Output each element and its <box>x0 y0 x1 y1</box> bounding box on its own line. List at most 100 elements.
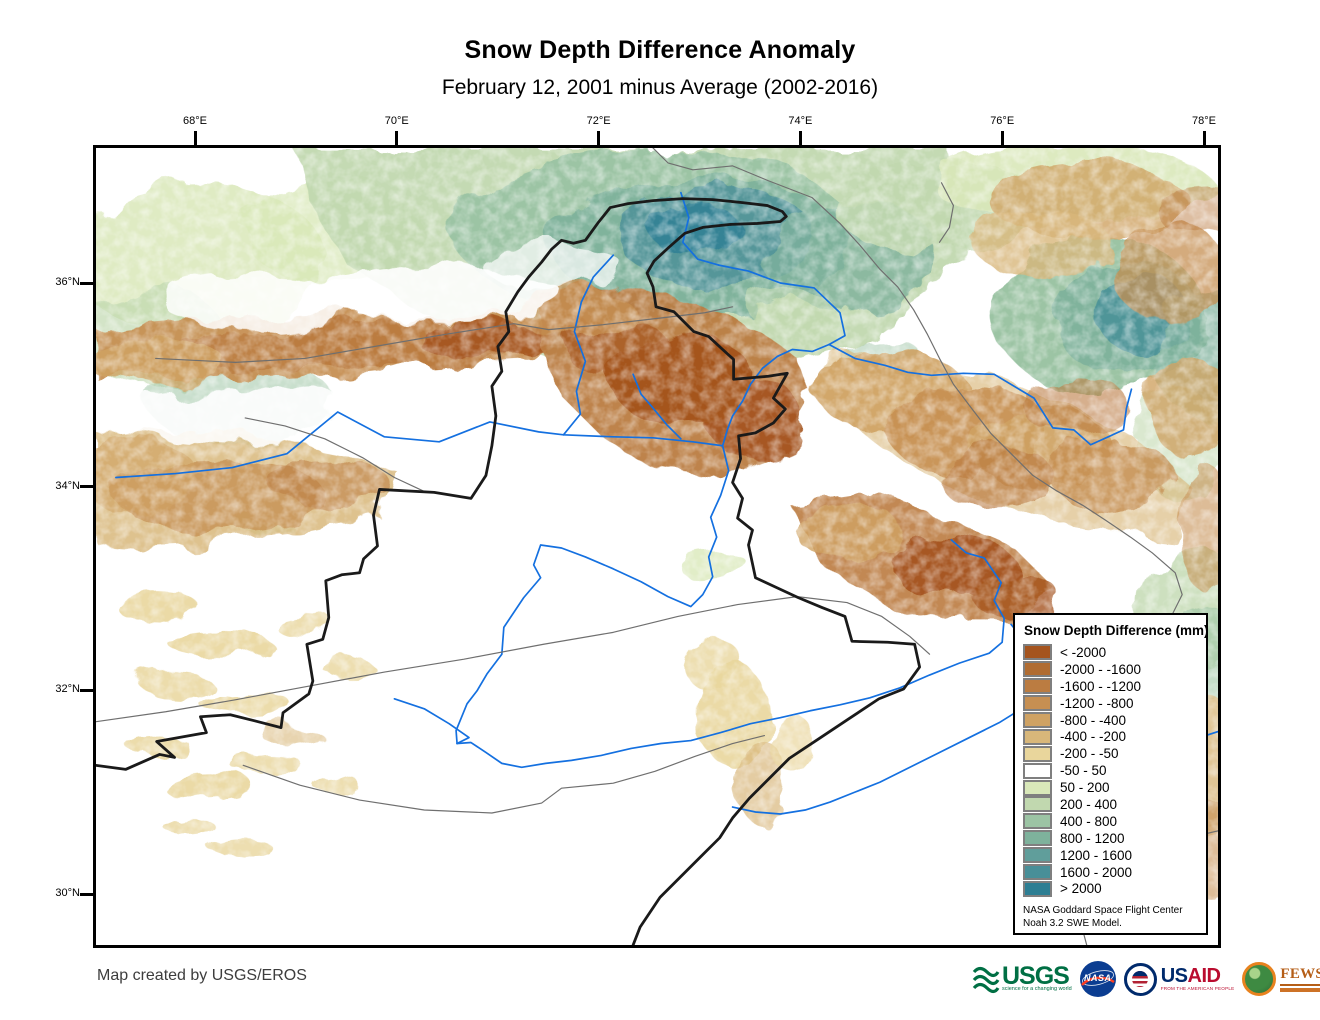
x-axis-tick-label: 74°E <box>788 115 813 127</box>
river <box>393 698 470 745</box>
river <box>455 444 730 745</box>
legend-label: 200 - 400 <box>1060 796 1118 812</box>
legend-row: 50 - 200 <box>1023 779 1198 796</box>
legend-swatch <box>1023 880 1052 897</box>
y-axis-tick <box>80 892 93 896</box>
basin-boundary <box>652 148 1183 616</box>
usaid-wordmark-aid: AID <box>1187 965 1221 988</box>
legend-row: 800 - 1200 <box>1023 830 1198 847</box>
x-axis-tick <box>193 131 197 145</box>
legend: Snow Depth Difference (mm) < -2000 -2000 … <box>1013 613 1209 935</box>
legend-swatch <box>1023 745 1052 762</box>
y-axis-tick <box>80 688 93 692</box>
usaid-logo: USAID FROM THE AMERICAN PEOPLE <box>1123 962 1235 996</box>
legend-swatch <box>1023 796 1052 813</box>
legend-entries: < -2000 -2000 - -1600 -1600 - -1200 -1200 -… <box>1023 644 1198 897</box>
page-subtitle: February 12, 2001 minus Average (2002-20… <box>441 76 879 99</box>
legend-swatch <box>1023 695 1052 712</box>
usgs-wave-icon <box>972 966 1000 994</box>
map-frame: Snow Depth Difference (mm) < -2000 -2000 … <box>93 145 1221 948</box>
basin-boundary <box>938 182 955 243</box>
usaid-tagline: FROM THE AMERICAN PEOPLE <box>1160 985 1235 991</box>
x-axis-tick <box>798 131 802 145</box>
legend-row: 400 - 800 <box>1023 813 1198 830</box>
legend-label: < -2000 <box>1060 644 1107 660</box>
legend-swatch <box>1023 779 1052 796</box>
legend-swatch <box>1023 644 1052 661</box>
legend-title: Snow Depth Difference (mm) <box>1024 623 1209 638</box>
river <box>680 191 720 266</box>
x-axis-tick-label: 68°E <box>183 115 207 127</box>
nasa-swoosh-icon <box>1080 970 1115 986</box>
usgs-logo: USGS science for a changing world <box>972 962 1072 994</box>
legend-swatch <box>1023 847 1052 864</box>
legend-row: -200 - -50 <box>1023 745 1198 762</box>
x-axis-tick <box>1000 131 1004 145</box>
legend-swatch <box>1023 661 1052 678</box>
legend-label: -2000 - -1600 <box>1060 661 1142 677</box>
legend-footnote: NASA Goddard Space Flight Center Noah 3.… <box>1023 904 1198 930</box>
x-axis-tick <box>1202 131 1206 145</box>
legend-label: 1600 - 2000 <box>1060 864 1133 880</box>
y-axis-tick <box>80 485 93 489</box>
legend-row: 200 - 400 <box>1023 796 1198 813</box>
nasa-logo: NASA <box>1079 961 1116 997</box>
fewsnet-globe-icon <box>1242 962 1277 996</box>
legend-row: -800 - -400 <box>1023 712 1198 729</box>
legend-swatch <box>1023 678 1052 695</box>
logo-row: USGS science for a changing world NASA U… <box>972 956 1320 1002</box>
legend-label: -1200 - -800 <box>1060 695 1134 711</box>
x-axis-tick-label: 72°E <box>586 115 611 127</box>
legend-label: -50 - 50 <box>1060 763 1107 779</box>
y-axis-tick-label: 34°N <box>55 479 80 492</box>
legend-swatch <box>1023 728 1052 745</box>
legend-row: -50 - 50 <box>1023 762 1198 779</box>
legend-swatch <box>1023 830 1052 847</box>
legend-label: -400 - -200 <box>1060 729 1127 745</box>
credit-text: Map created by USGS/EROS <box>97 967 307 984</box>
river <box>717 264 1133 446</box>
legend-row: -2000 - -1600 <box>1023 661 1198 678</box>
legend-label: -1600 - -1200 <box>1060 678 1142 694</box>
y-axis-tick-label: 36°N <box>55 276 80 288</box>
country-borders <box>96 197 921 945</box>
legend-label: 800 - 1200 <box>1060 830 1125 846</box>
legend-row: > 2000 <box>1023 880 1198 897</box>
usgs-wordmark: USGS <box>1002 962 1070 991</box>
page-title: Snow Depth Difference Anomaly <box>464 36 856 64</box>
river <box>632 373 682 440</box>
legend-row: < -2000 <box>1023 644 1198 661</box>
legend-swatch <box>1023 712 1052 728</box>
legend-label: -200 - -50 <box>1060 746 1119 762</box>
y-axis-tick <box>80 281 93 285</box>
legend-label: -800 - -400 <box>1060 712 1127 728</box>
x-axis-tick-label: 70°E <box>384 115 409 127</box>
x-axis-tick-label: 78°E <box>1192 115 1216 127</box>
river <box>562 254 615 436</box>
legend-row: -400 - -200 <box>1023 728 1198 745</box>
fewsnet-tagline-bar <box>1280 987 1320 993</box>
usaid-seal-icon <box>1123 962 1157 996</box>
legend-row: -1600 - -1200 <box>1023 678 1198 695</box>
river <box>115 411 724 479</box>
country-border <box>96 197 921 945</box>
legend-row: 1200 - 1600 <box>1023 847 1198 864</box>
y-axis-tick-label: 30°N <box>55 887 80 899</box>
fewsnet-logo: FEWS NET <box>1242 962 1320 996</box>
y-axis-tick-label: 32°N <box>55 683 80 696</box>
legend-label: 400 - 800 <box>1060 813 1118 829</box>
river <box>456 539 1005 769</box>
usgs-tagline: science for a changing world <box>1002 986 1072 993</box>
x-axis-tick <box>597 131 601 145</box>
legend-source-line1: NASA Goddard Space Flight Center <box>1023 905 1183 917</box>
basin-boundary <box>96 596 931 723</box>
basin-boundary <box>242 734 766 814</box>
usaid-wordmark-us: US <box>1160 965 1188 988</box>
legend-swatch <box>1023 864 1052 881</box>
nasa-wordmark: NASA <box>1083 973 1112 983</box>
fewsnet-wordmark: FEWS NET <box>1280 966 1320 986</box>
legend-label: > 2000 <box>1060 881 1102 897</box>
legend-row: -1200 - -800 <box>1023 695 1198 712</box>
legend-swatch <box>1023 762 1052 779</box>
